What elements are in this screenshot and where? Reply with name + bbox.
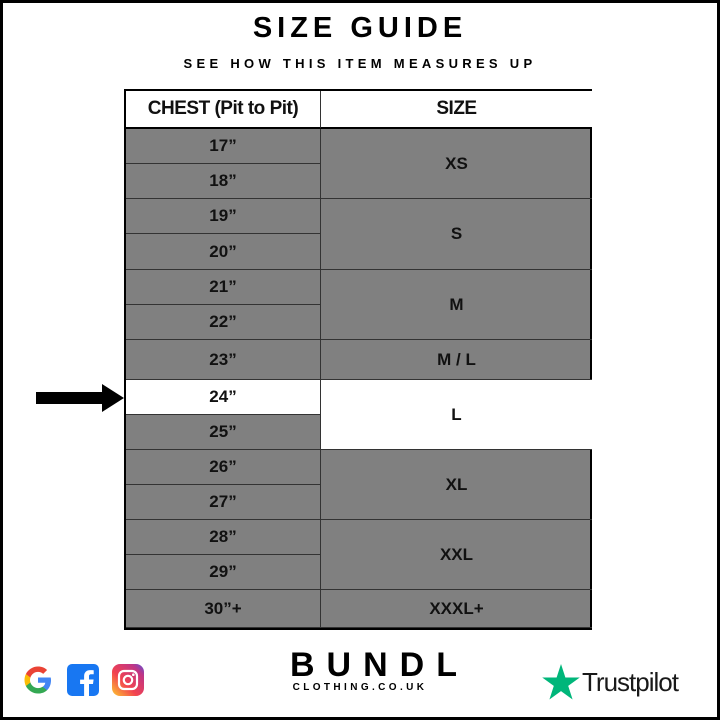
page-title: SIZE GUIDE [252, 12, 468, 44]
arrow-right-icon [36, 384, 124, 412]
chest-cell: 22” [126, 305, 321, 340]
facebook-icon[interactable] [67, 664, 99, 701]
chest-cell: 30”+ [126, 590, 321, 628]
google-icon[interactable] [22, 664, 54, 701]
chest-cell: 17” [126, 129, 321, 164]
size-cell: L [321, 380, 592, 450]
size-cell: XXL [321, 520, 592, 590]
chest-cell: 25” [126, 415, 321, 450]
brand-logo: BUNDL CLOTHING.CO.UK [280, 646, 469, 693]
size-table: CHEST (Pit to Pit) SIZE 17” 18” 19” 20” 21” 2… [124, 89, 592, 630]
size-cell: M [321, 270, 592, 340]
chest-cell: 20” [126, 234, 321, 270]
size-cell: XS [321, 129, 592, 199]
chest-cell: 24” [126, 380, 321, 415]
size-cell: XL [321, 450, 592, 520]
header-size: SIZE [321, 91, 592, 129]
size-cell: S [321, 199, 592, 270]
brand-url: CLOTHING.CO.UK [292, 682, 428, 693]
chest-cell: 19” [126, 199, 321, 234]
chest-cell: 21” [126, 270, 321, 305]
trustpilot-star-icon [542, 664, 580, 700]
page-subtitle: SEE HOW THIS ITEM MEASURES UP [183, 56, 537, 71]
trustpilot-logo[interactable]: Trustpilot [542, 664, 679, 700]
chest-cell: 28” [126, 520, 321, 555]
instagram-icon[interactable] [112, 664, 144, 701]
chest-cell: 26” [126, 450, 321, 485]
chest-cell: 23” [126, 340, 321, 380]
chest-cell: 29” [126, 555, 321, 590]
chest-cell: 18” [126, 164, 321, 199]
brand-name: BUNDL [290, 646, 469, 684]
size-cell: M / L [321, 340, 592, 380]
size-cell: XXXL+ [321, 590, 592, 628]
header-chest: CHEST (Pit to Pit) [126, 91, 321, 129]
chest-cell: 27” [126, 485, 321, 520]
trustpilot-label: Trustpilot [582, 666, 679, 697]
